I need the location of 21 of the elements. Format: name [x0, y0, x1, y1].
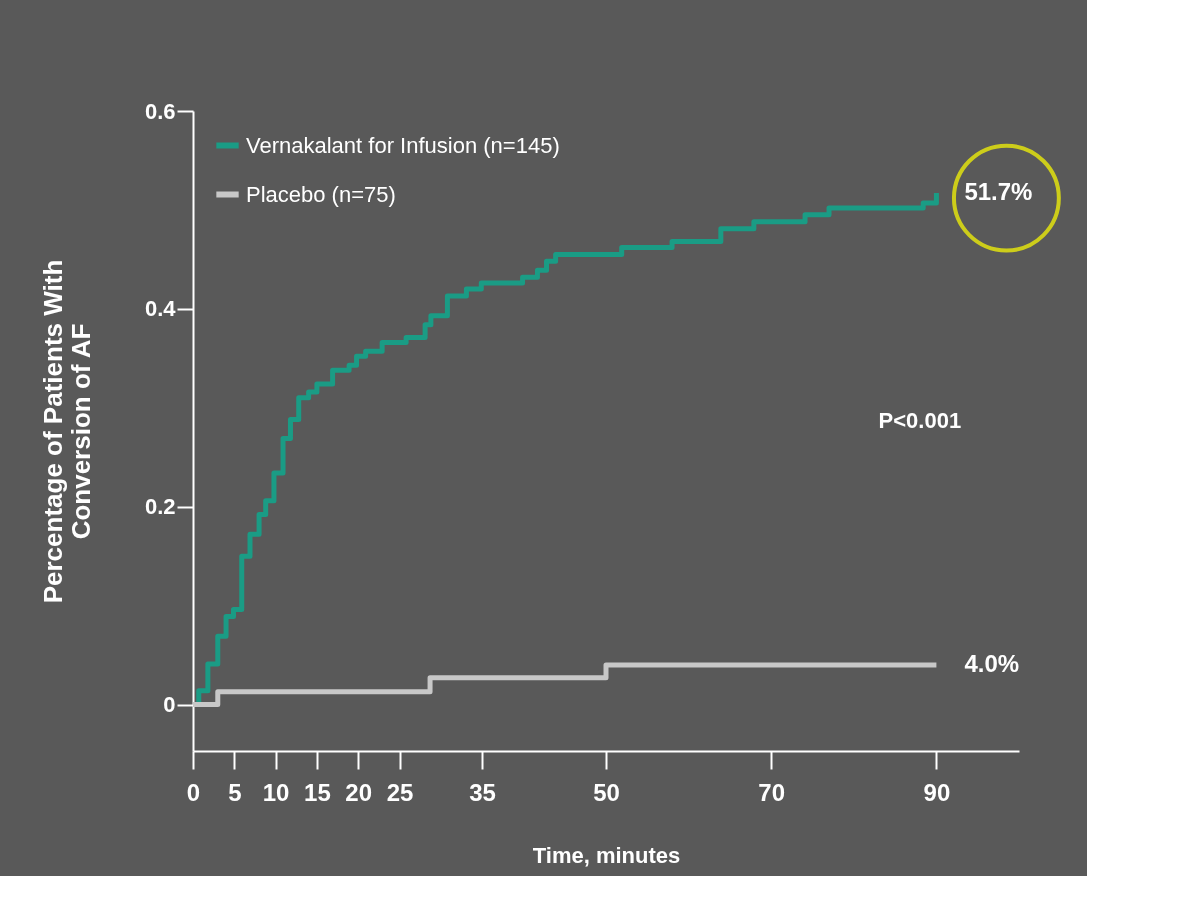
x-tick-label: 90: [923, 778, 951, 806]
x-tick-label: 5: [228, 778, 242, 806]
x-tick-label: 10: [262, 778, 290, 806]
legend-label: Placebo (n=75): [246, 181, 396, 207]
x-tick-label: 15: [304, 778, 331, 806]
x-tick-label: 20: [345, 778, 373, 806]
annotation: P<0.001: [878, 408, 962, 434]
x-axis-title: Time, minutes: [532, 842, 681, 868]
x-tick-label: 50: [593, 778, 620, 806]
y-tick-label: 0.2: [144, 494, 176, 520]
x-tick-label: 25: [386, 778, 414, 806]
y-tick-label: 0.4: [144, 296, 177, 322]
y-tick-label: 0: [163, 692, 176, 718]
x-tick-label: 70: [758, 778, 786, 806]
x-tick-label: 35: [469, 778, 496, 806]
annotation: 51.7%: [964, 178, 1033, 206]
y-tick-label: 0.6: [144, 98, 176, 124]
annotation: 4.0%: [964, 649, 1020, 677]
legend-label: Vernakalant for Infusion (n=145): [246, 132, 560, 158]
x-tick-label: 0: [186, 778, 201, 806]
y-axis-title: Percentage of Patients With Conversion of AF: [37, 259, 96, 604]
